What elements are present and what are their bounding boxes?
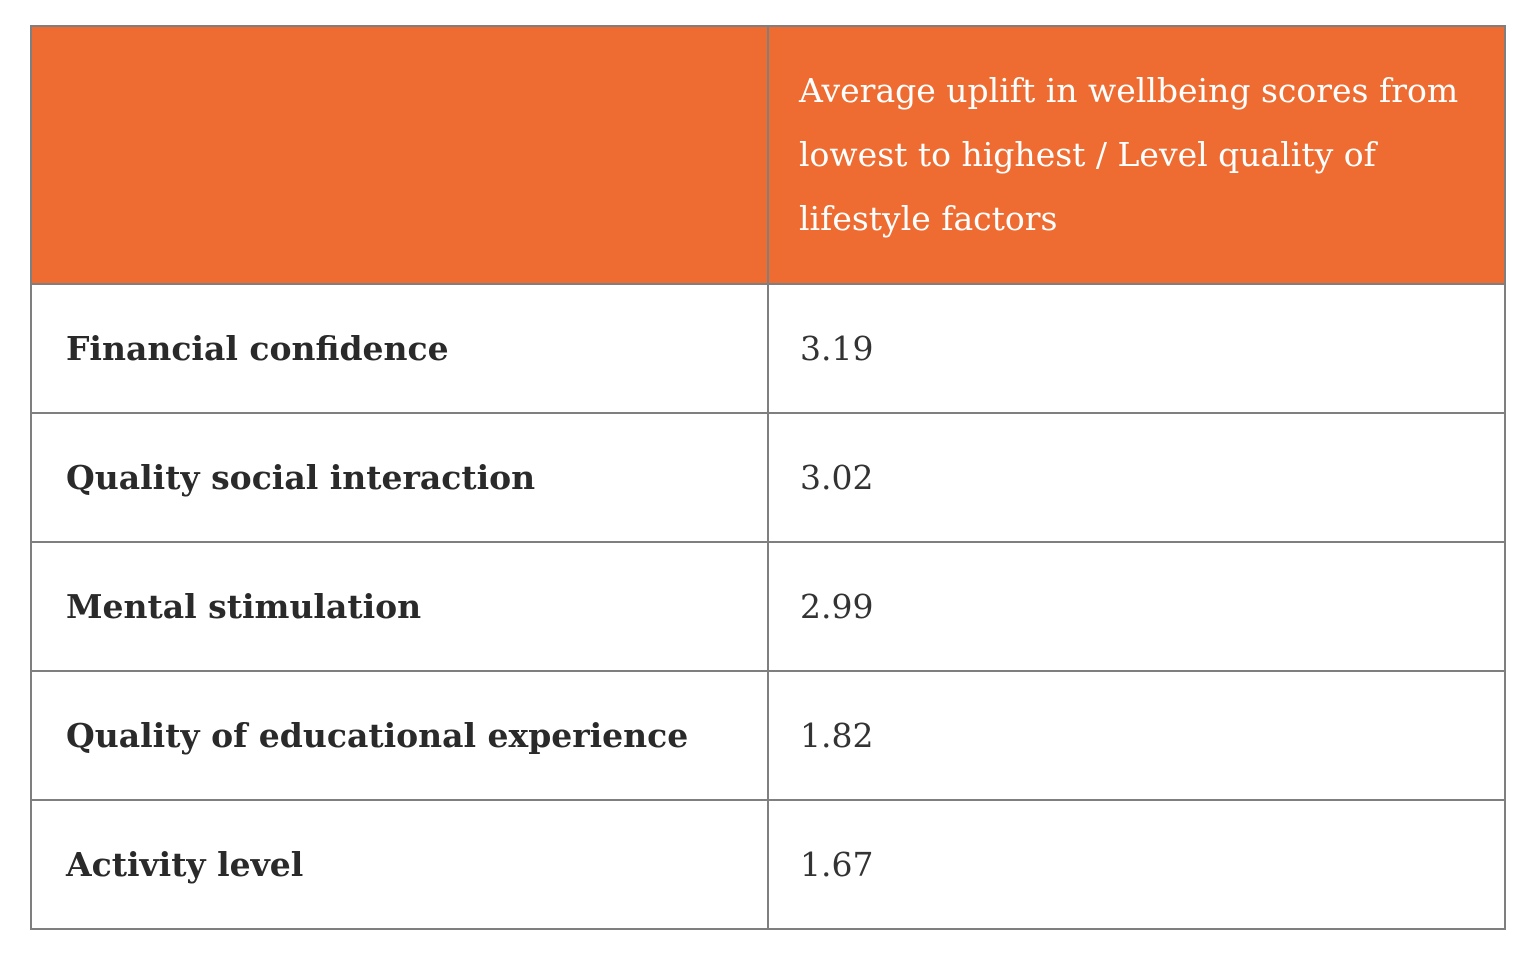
wellbeing-table-container: Average uplift in wellbeing scores from … (30, 25, 1506, 930)
factor-label: Financial confidence (30, 283, 769, 414)
table-row: Quality of educational experience 1.82 (30, 670, 1506, 801)
table-row: Mental stimulation 2.99 (30, 541, 1506, 672)
wellbeing-table: Average uplift in wellbeing scores from … (30, 25, 1506, 930)
uplift-value: 3.02 (767, 412, 1506, 543)
header-cell-empty (30, 25, 769, 285)
uplift-value: 1.82 (767, 670, 1506, 801)
uplift-value: 2.99 (767, 541, 1506, 672)
factor-label: Mental stimulation (30, 541, 769, 672)
table-header: Average uplift in wellbeing scores from … (30, 25, 1506, 285)
table-row: Activity level 1.67 (30, 799, 1506, 930)
uplift-value: 3.19 (767, 283, 1506, 414)
uplift-value: 1.67 (767, 799, 1506, 930)
factor-label: Quality of educational experience (30, 670, 769, 801)
table-body: Financial confidence 3.19 Quality social… (30, 283, 1506, 930)
factor-label: Quality social interaction (30, 412, 769, 543)
factor-label: Activity level (30, 799, 769, 930)
table-row: Financial confidence 3.19 (30, 283, 1506, 414)
table-row: Quality social interaction 3.02 (30, 412, 1506, 543)
header-row: Average uplift in wellbeing scores from … (30, 25, 1506, 285)
header-cell-uplift: Average uplift in wellbeing scores from … (767, 25, 1506, 285)
